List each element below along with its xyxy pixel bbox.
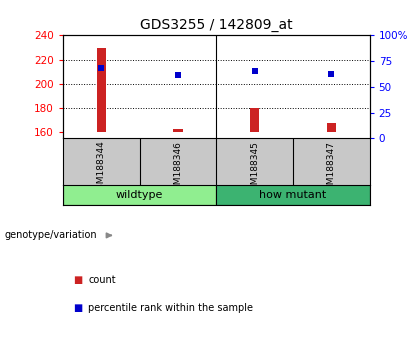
Text: percentile rank within the sample: percentile rank within the sample: [88, 303, 253, 313]
Text: how mutant: how mutant: [259, 190, 327, 200]
Bar: [250, 108, 259, 132]
Text: GSM188347: GSM188347: [327, 141, 336, 195]
Bar: [327, 122, 336, 132]
Point: [175, 72, 181, 78]
Text: genotype/variation: genotype/variation: [4, 230, 97, 240]
Text: ■: ■: [74, 275, 83, 285]
Bar: [216, 185, 370, 205]
Title: GDS3255 / 142809_at: GDS3255 / 142809_at: [140, 18, 293, 32]
Bar: [173, 129, 183, 132]
Text: ■: ■: [74, 303, 83, 313]
Point: [98, 65, 105, 71]
Bar: [97, 47, 106, 132]
Bar: [63, 185, 216, 205]
Text: GSM188344: GSM188344: [97, 141, 106, 195]
Text: GSM188346: GSM188346: [173, 141, 182, 195]
Text: wildtype: wildtype: [116, 190, 163, 200]
Text: count: count: [88, 275, 116, 285]
Text: GSM188345: GSM188345: [250, 141, 259, 195]
Point: [328, 71, 335, 76]
Point: [251, 69, 258, 74]
